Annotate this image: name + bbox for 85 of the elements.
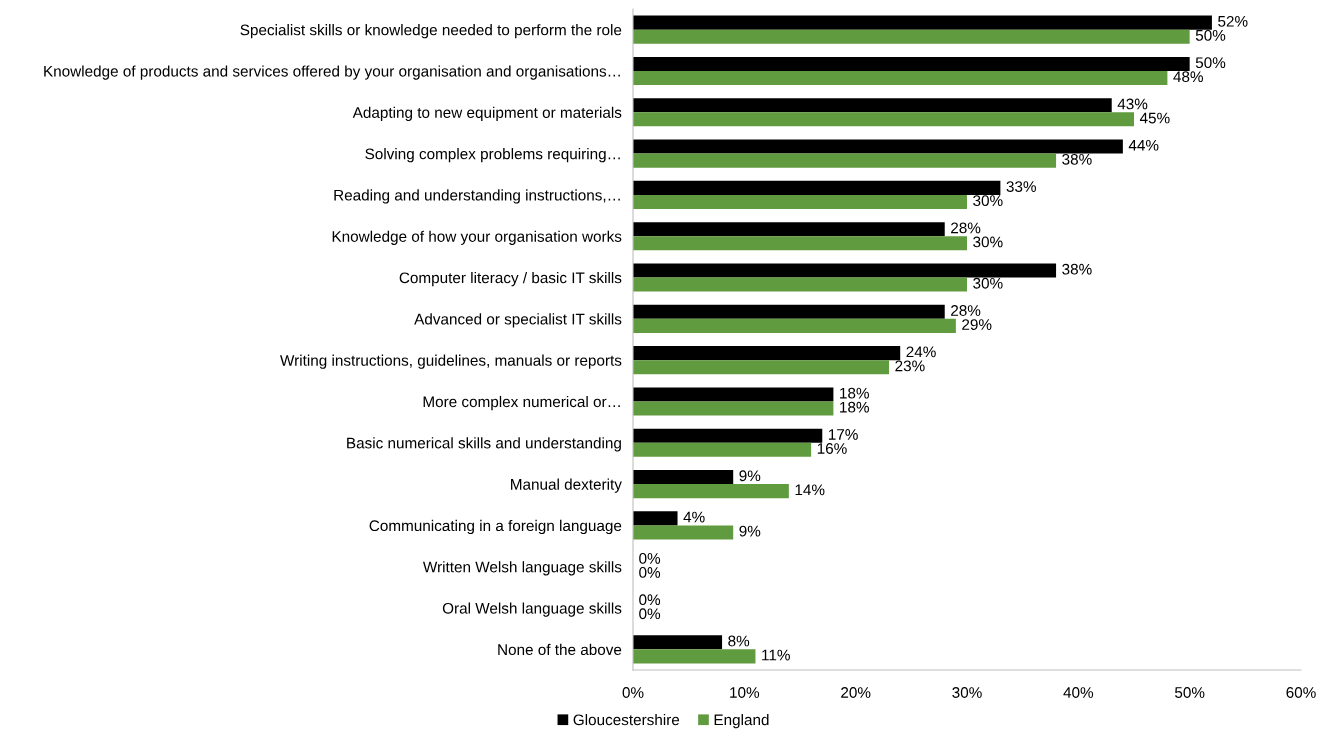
bar: [633, 263, 1057, 278]
bar: [633, 112, 1134, 127]
bar: [633, 360, 890, 375]
data-label: 38%: [1062, 263, 1092, 275]
data-label: 33%: [1006, 181, 1036, 192]
bar: [633, 15, 1212, 30]
y-tick-label: Knowledge of how your organisation works: [332, 230, 622, 245]
data-label: 30%: [973, 277, 1003, 289]
data-label: 50%: [1195, 29, 1226, 41]
data-label: 45%: [1139, 112, 1170, 124]
data-label: 18%: [840, 387, 869, 399]
data-label: 9%: [739, 525, 761, 537]
y-tick-label: Adapting to new equipment or materials: [352, 106, 622, 121]
data-label: 23%: [895, 360, 925, 372]
data-label: 28%: [951, 222, 981, 234]
bar: [633, 153, 1057, 168]
bar: [633, 442, 812, 457]
legend-label: England: [714, 714, 769, 729]
data-label: 18%: [840, 401, 869, 413]
y-tick-label: None of the above: [498, 643, 622, 656]
y-tick-label: Writing instructions, guidelines, manuals or reports: [280, 354, 622, 369]
data-label: 28%: [951, 305, 981, 316]
data-label: 11%: [762, 649, 790, 661]
x-tick-label: 20%: [841, 687, 871, 698]
bar: [633, 277, 967, 292]
bar: [633, 29, 1190, 44]
data-label: 0%: [639, 567, 661, 578]
bar: [633, 346, 901, 361]
bar: [633, 56, 1190, 71]
y-tick-label: Written Welsh language skills: [422, 561, 622, 576]
data-label: 0%: [639, 608, 661, 620]
x-tick-label: 30%: [952, 687, 982, 698]
data-label: 43%: [1117, 98, 1148, 110]
bar: [633, 428, 823, 443]
y-tick-label: Solving complex problems requiring…: [365, 148, 620, 163]
y-tick-label: Communicating in a foreign language: [369, 519, 622, 535]
data-label: 30%: [973, 236, 1003, 248]
data-label: 24%: [906, 346, 936, 358]
data-label: 52%: [1218, 15, 1248, 27]
x-tick-label: 50%: [1174, 687, 1205, 698]
y-tick-label: Computer literacy / basic IT skills: [399, 272, 622, 287]
data-label: 29%: [962, 319, 992, 330]
data-label: 38%: [1062, 153, 1092, 165]
data-label: 14%: [795, 484, 825, 496]
data-label: 16%: [817, 443, 847, 454]
bar: [633, 194, 967, 209]
bar: [633, 511, 678, 526]
bar: [633, 649, 756, 664]
y-tick-label: Knowledge of products and services offered by your organisation and organisations…: [44, 65, 620, 80]
bar: [633, 180, 1001, 195]
data-label: 50%: [1195, 57, 1226, 69]
bar: [633, 98, 1112, 113]
data-label: 4%: [683, 511, 705, 523]
bar: [633, 484, 789, 499]
y-tick-label: Reading and understanding instructions,…: [334, 189, 620, 204]
y-tick-label: Specialist skills or knowledge needed to perform the role: [240, 24, 622, 39]
y-tick-label: Manual dexterity: [511, 478, 622, 493]
x-tick-label: 60%: [1286, 687, 1316, 698]
y-tick-label: Basic numerical skills and understanding: [347, 437, 621, 452]
data-label: 30%: [973, 195, 1003, 207]
bar: [633, 635, 723, 650]
y-tick-label: More complex numerical or…: [423, 395, 620, 411]
x-tick-label: 10%: [730, 687, 760, 698]
bar: [633, 236, 967, 251]
data-label: 44%: [1128, 139, 1159, 151]
bar: [633, 222, 945, 237]
x-tick-label: 40%: [1063, 687, 1094, 698]
y-tick-label: Oral Welsh language skills: [442, 602, 622, 617]
bar: [633, 139, 1123, 154]
bar: [633, 318, 956, 333]
data-label: 0%: [639, 552, 661, 564]
bar: [633, 387, 834, 402]
bar: [633, 525, 734, 540]
x-tick-label: 0%: [622, 687, 644, 698]
bar: [633, 70, 1168, 86]
data-label: 48%: [1173, 71, 1203, 83]
bar: [633, 304, 945, 319]
legend-label: Gloucestershire: [573, 714, 680, 726]
bar: [633, 470, 734, 485]
data-label: 0%: [639, 594, 661, 606]
bar: [633, 401, 834, 416]
data-label: 9%: [739, 470, 761, 482]
data-label: 17%: [828, 429, 858, 440]
y-tick-label: Advanced or specialist IT skills: [414, 313, 622, 328]
data-label: 8%: [728, 635, 750, 647]
